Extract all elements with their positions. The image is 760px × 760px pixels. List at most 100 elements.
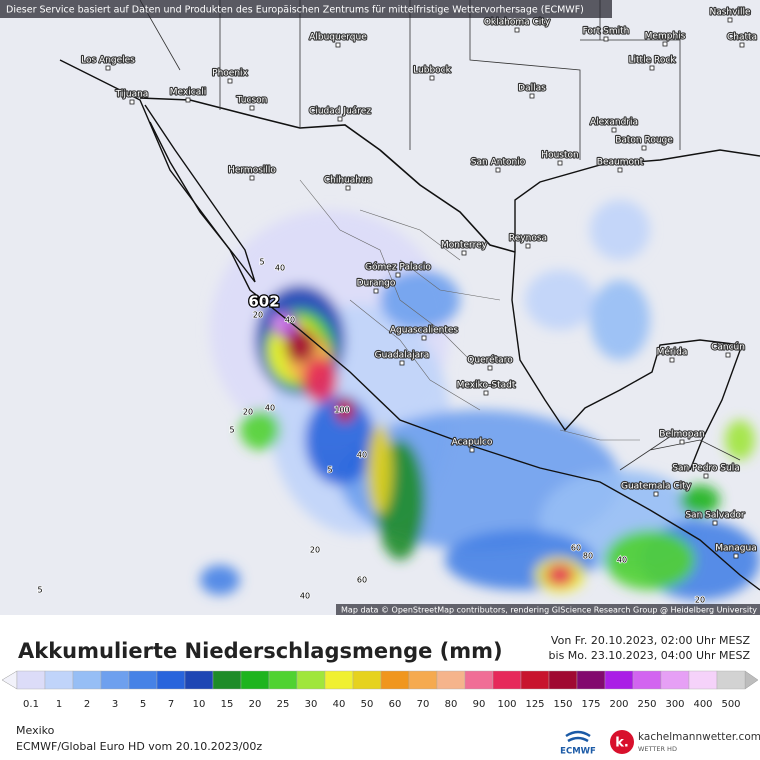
precip-area [335,397,355,423]
border [139,97,516,253]
contour-label: 40 [617,556,627,565]
colorbar-label: 80 [445,699,458,710]
attribution-bar [336,604,760,615]
precip-area [240,410,280,450]
colorbar-label: 500 [721,699,740,710]
kachelmann-icon-letter: k. [615,736,629,751]
colorbar-swatch [604,670,634,690]
border [144,104,256,283]
colorbar-swatch [156,670,186,690]
city-label: Durango [357,279,396,289]
city-dot [461,250,467,256]
precip-area [590,200,650,260]
city-label: Managua [715,544,756,554]
border [299,179,640,441]
city-dot [227,78,233,84]
city-dot [727,17,733,23]
contour-label: 20 [243,408,253,417]
city-label: Tucson [236,96,268,106]
colorbar-swatch [268,670,298,690]
contour-label: 20 [310,546,320,555]
city-dot [557,160,563,166]
city-dot [641,145,647,151]
colorbar-swatch [44,670,74,690]
map-labels: Nashville Oklahoma City Albuquerque Fort Sm… [37,6,758,605]
precip-area [590,280,650,360]
city-dot [335,42,341,48]
contour-label: 5 [37,586,42,595]
city-label: Oklahoma City [484,18,551,28]
colorbar-label: 15 [221,699,234,710]
city-dot [662,41,668,47]
precip-area [546,564,574,586]
city-label: Guadalajara [375,351,430,361]
period-end: bis Mo. 23.10.2023, 04:00 Uhr MESZ [549,649,751,662]
colorbar-swatch [72,670,102,690]
city-dot [514,27,520,33]
colorbar-label: 5 [140,699,146,710]
colorbar-label: 300 [665,699,684,710]
colorbar-swatch [324,670,354,690]
kachelmann-icon [610,730,634,754]
city-dot [129,99,135,105]
city-label: Reynosa [509,234,547,244]
city-label: Mexiko-Stadt [457,381,516,391]
colorbar-swatch [16,670,46,690]
city-label: Monterrey [441,241,488,251]
colorbar-label: 25 [277,699,290,710]
city-dot [725,352,731,358]
legend-title: Akkumulierte Niederschlagsmenge (mm) [18,639,503,663]
city-label: Baton Rouge [615,136,673,146]
credit: Dieser Service basiert auf Daten und Pro… [6,5,584,16]
colorbar-label: 100 [497,699,516,710]
city-label: Phoenix [212,69,248,79]
city-label: San Salvador [685,511,745,521]
precip-area [367,425,393,515]
period-start: Von Fr. 20.10.2023, 02:00 Uhr MESZ [551,634,751,647]
colorbar-label: 20 [249,699,262,710]
colorbar-swatch [660,670,690,690]
colorbar-label: 0.1 [23,699,39,710]
border [514,149,760,252]
colorbar-low-arrow [1,670,18,690]
city-dot [529,93,535,99]
site-sub: WETTER HD [638,745,677,753]
colorbar-swatch [296,670,326,690]
city-dot [399,360,405,366]
colorbar-swatch [548,670,578,690]
attribution: Map data © OpenStreetMap contributors, r… [341,606,757,615]
precip-area [272,315,288,329]
colorbar-swatch [688,670,718,690]
contour-label: 60 [357,576,367,585]
contour-label: 20 [695,596,705,605]
contour-label: 40 [300,592,310,601]
city-dot [337,116,343,122]
contour-label: 5 [259,258,264,267]
colorbar-swatch [716,670,746,690]
colorbar-swatch [128,670,158,690]
colorbar-label: 7 [168,699,174,710]
colorbar: 0.1 1 2 3 5 7 10 15 20 25 30 40 50 60 70 80 90 100 125 150 1… [16,670,746,710]
city-dot [703,473,709,479]
city-dot [469,447,475,453]
contour-label: 40 [357,451,367,460]
city-dot [679,439,685,445]
city-label: San Antonio [471,158,526,168]
colorbar-swatch [240,670,270,690]
city-dot [483,390,489,396]
colorbar-swatch [576,670,606,690]
city-label: San Pedro Sula [672,464,739,474]
city-dot [495,167,501,173]
city-dot [733,553,739,559]
city-label: Memphis [645,32,686,42]
city-dot [421,335,427,341]
contour-label: 40 [285,316,295,325]
city-label: Nashville [709,8,750,18]
colorbar-label: 10 [193,699,206,710]
colorbar-label: 150 [553,699,572,710]
precip-area [200,565,240,595]
city-dot [617,167,623,173]
precipitation [200,200,760,600]
colorbar-label: 175 [581,699,600,710]
